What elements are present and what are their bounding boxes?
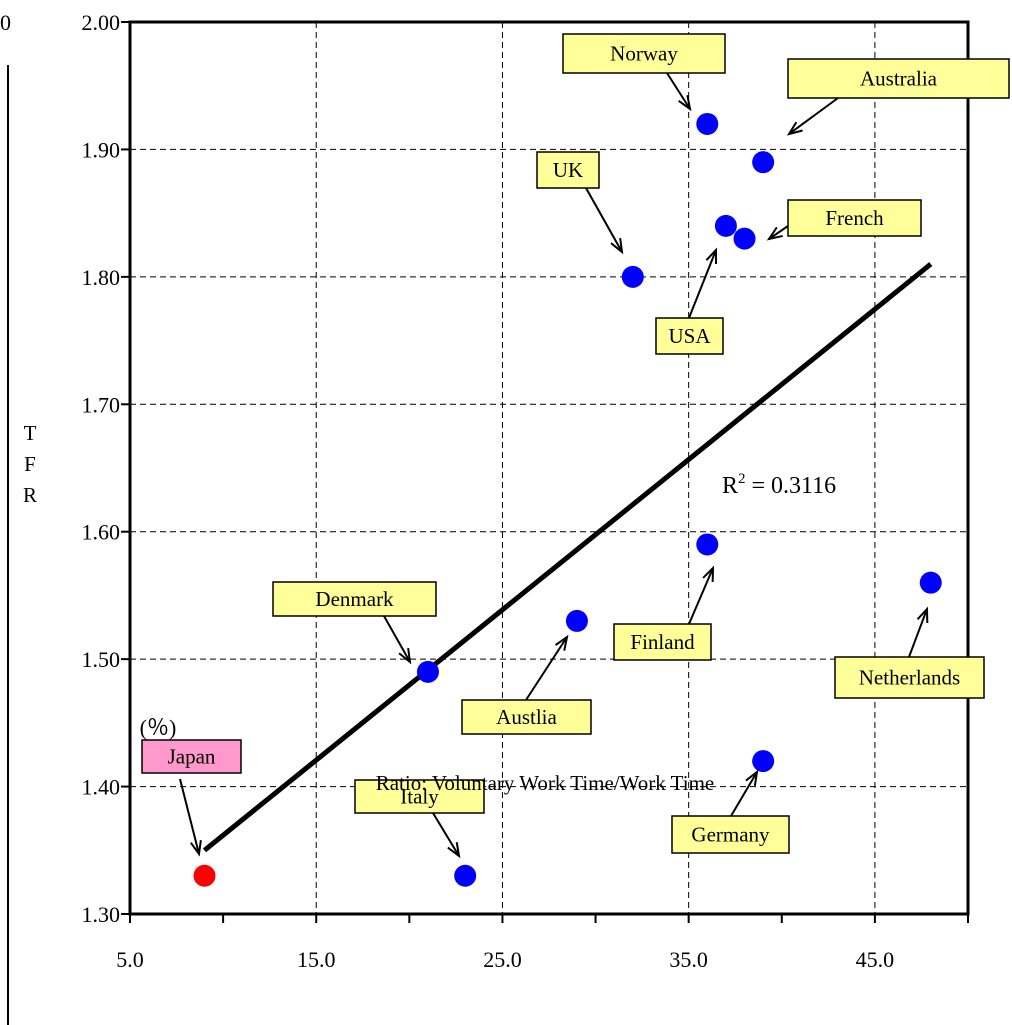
label-box-french [787,199,922,237]
label-text-norway: Norway [610,42,678,66]
arrowhead-finland [702,565,715,583]
label-text-uk: UK [553,158,583,182]
point-labels: Japan Italy Denmark Austlia Finland Germany Ne… [141,33,1010,859]
data-point-norway [696,112,719,135]
y-tick-label: 1.90 [82,137,121,162]
label-box-finland [613,623,712,661]
arrow-australia [788,97,839,135]
y-tick-label: 1.80 [82,265,121,290]
label-text-denmark: Denmark [315,587,394,611]
data-point-french [733,227,756,250]
label-text-japan: Japan [168,745,216,769]
grid-lines [130,22,968,914]
arrow-uk [585,187,623,253]
label-box-uk [536,151,600,189]
data-point-netherlands [919,571,942,594]
label-box-italy [354,779,485,814]
x-axis-ticks: 5.0 15.0 25.0 35.0 45.0 [116,914,969,972]
y-tick-label: 1.70 [82,392,121,417]
arrowhead-australia [786,121,803,136]
arrow-finland [688,567,714,625]
data-point-germany [752,750,775,773]
arrow-french [768,225,789,240]
label-box-austlia [461,699,592,735]
arrow-austlia [525,636,568,701]
x-axis-title: Ratio: Voluntary Work Time/Work Time [376,771,715,795]
arrowhead-norway [678,95,692,112]
arrow-usa [688,249,717,319]
data-points [193,112,942,887]
y-tick-label: 1.50 [82,647,121,672]
x-tick-label: 15.0 [297,947,336,972]
arrow-italy [432,812,460,857]
label-box-usa [655,317,724,355]
arrow-germany [730,771,758,817]
data-point-usa [714,214,737,237]
data-point-italy [454,864,477,887]
label-text-italy: Italy [400,785,439,809]
label-text-austlia: Austlia [496,705,557,729]
x-tick-label: 25.0 [483,947,522,972]
label-box-denmark [272,581,437,617]
y-axis-ticks: 1.30 1.40 1.50 1.60 1.70 1.80 1.90 2.00 [82,10,130,927]
data-point-finland [696,533,719,556]
data-point-denmark [416,660,439,683]
arrowhead-netherlands [916,606,929,624]
label-text-french: French [825,206,884,230]
x-unit-label: (％) [140,715,177,740]
y-tick-label: 2.00 [82,10,121,35]
label-text-usa: USA [668,324,711,348]
x-tick-label: 45.0 [856,947,895,972]
label-text-australia: Australia [860,67,938,91]
arrow-japan [179,778,200,855]
data-point-austlia [565,609,588,632]
plot-area-border [128,20,970,916]
arrow-denmark [383,615,411,663]
y-tick-label: 1.60 [82,520,121,545]
arrow-norway [666,72,691,110]
r-squared-annotation: R2 = 0.3116 [722,471,836,499]
data-point-uk [621,265,644,288]
arrowhead-french [766,226,783,241]
arrowhead-italy [447,842,461,859]
y-tick-label: 1.30 [82,902,121,927]
label-box-japan [141,739,242,774]
arrowhead-usa [705,247,718,265]
data-point-australia [752,151,775,174]
x-tick-label: 5.0 [116,947,144,972]
label-text-germany: Germany [691,823,770,847]
svg-text:TFR: TFR [23,421,37,507]
arrowhead-germany [745,769,759,786]
y-tick-label: 1.40 [82,775,121,800]
cropped-tick-label: 0 [0,10,11,35]
x-tick-label: 35.0 [669,947,708,972]
label-text-netherlands: Netherlands [859,666,960,690]
arrowhead-denmark [398,647,412,665]
arrowhead-uk [610,237,624,255]
label-box-australia [787,58,1010,99]
label-box-germany [671,815,790,854]
arrowhead-austlia [554,634,569,651]
trendline [202,262,933,853]
arrowhead-japan [189,839,202,857]
label-text-finland: Finland [630,630,695,654]
data-point-japan [193,864,216,887]
label-box-norway [562,33,726,74]
arrow-netherlands [908,608,928,658]
label-box-netherlands [834,656,985,699]
